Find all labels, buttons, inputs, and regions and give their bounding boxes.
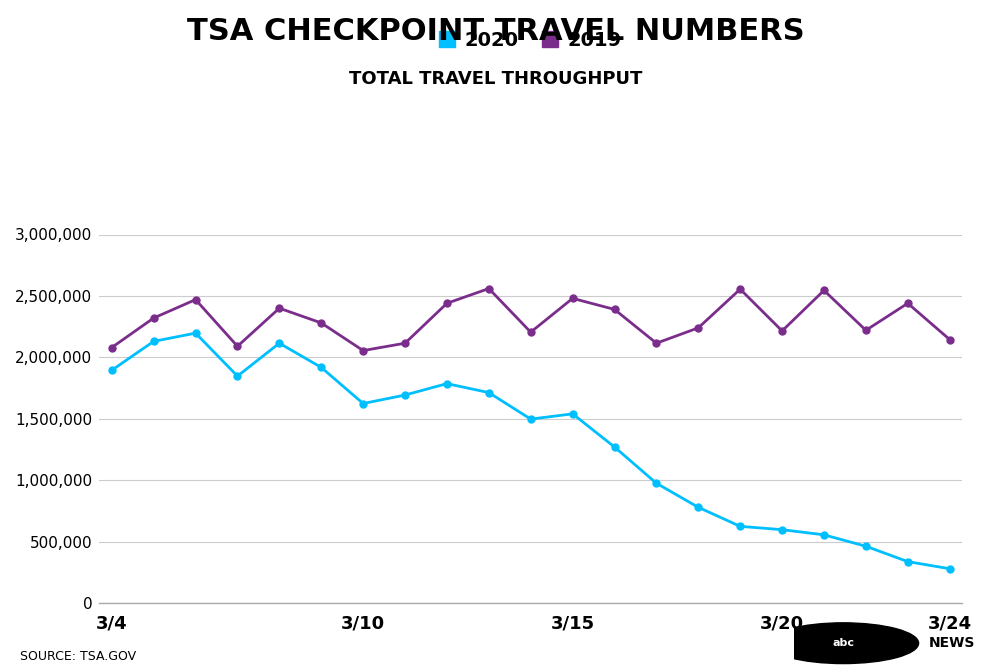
Text: abc: abc <box>832 639 854 648</box>
Circle shape <box>768 623 919 663</box>
Text: TSA CHECKPOINT TRAVEL NUMBERS: TSA CHECKPOINT TRAVEL NUMBERS <box>187 17 805 46</box>
Text: TOTAL TRAVEL THROUGHPUT: TOTAL TRAVEL THROUGHPUT <box>349 70 643 88</box>
Legend: 2020, 2019: 2020, 2019 <box>432 23 630 58</box>
Text: NEWS: NEWS <box>929 636 975 650</box>
Text: SOURCE: TSA.GOV: SOURCE: TSA.GOV <box>20 651 136 663</box>
